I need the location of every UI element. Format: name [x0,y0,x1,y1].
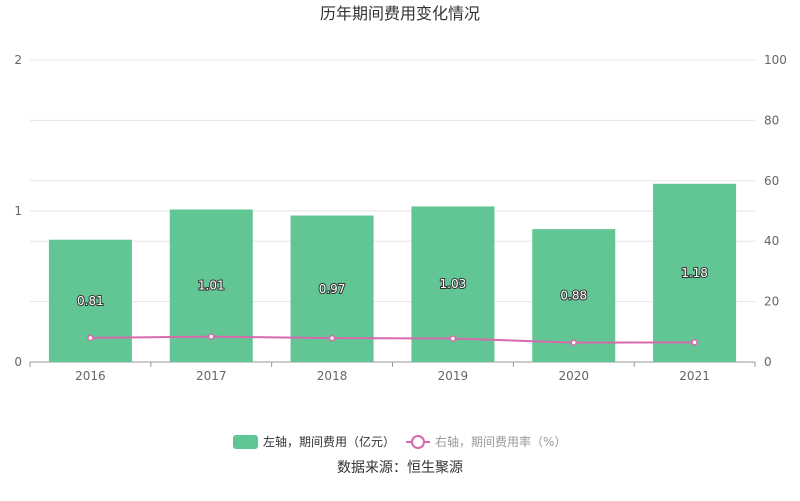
y-left-tick-label: 0 [14,355,22,369]
bar-value-label: 0.97 [319,282,346,296]
x-tick-label: 2020 [558,369,589,383]
line-point[interactable] [691,339,698,346]
bar[interactable] [653,183,737,362]
bar[interactable] [48,239,132,362]
data-labels: 0.81 1.01 0.97 1.03 0.88 1.18 [76,265,709,309]
line-point[interactable] [87,334,94,342]
line-series [87,333,698,346]
x-tick-label: 2019 [438,369,469,383]
legend-label-line: 右轴，期间费用率（%） [435,434,566,449]
x-tick-label: 2018 [317,369,348,383]
y-right-tick-label: 60 [764,174,779,188]
y-right-tick-label: 20 [764,295,779,309]
legend-label-bar: 左轴，期间费用（亿元） [263,434,395,449]
line-path [90,335,695,344]
legend[interactable]: 左轴，期间费用（亿元） 右轴，期间费用率（%） [233,434,566,449]
x-tick-label: 2016 [75,369,106,383]
x-tick-label: 2021 [679,369,710,383]
line-point[interactable] [208,333,215,340]
x-tick-label: 2017 [196,369,227,383]
y-right-tick-label: 80 [764,113,779,127]
bar-value-label: 1.03 [440,277,467,291]
axes: 0 20 40 60 80 100 0 1 2 2016 2017 2018 2019 2020 2021 [14,53,787,383]
bar-value-label: 0.81 [77,294,104,308]
grid-lines [30,59,755,363]
y-left-tick-label: 1 [14,204,22,218]
y-right-tick-label: 40 [764,234,779,248]
chart-title: 历年期间费用变化情况 [320,4,480,23]
bar-value-label: 0.88 [560,289,587,303]
bar-value-label: 1.18 [681,266,708,280]
source-text: 数据来源：恒生聚源 [337,460,463,476]
y-left-tick-label: 2 [14,53,22,67]
legend-swatch-bar [233,435,258,449]
bar-value-label: 1.01 [198,279,225,293]
line-point[interactable] [328,334,336,342]
y-right-tick-label: 0 [764,355,772,369]
line-point[interactable] [570,339,577,346]
y-right-tick-label: 100 [764,53,787,67]
line-point[interactable] [449,335,457,342]
legend-marker-line [411,435,425,449]
